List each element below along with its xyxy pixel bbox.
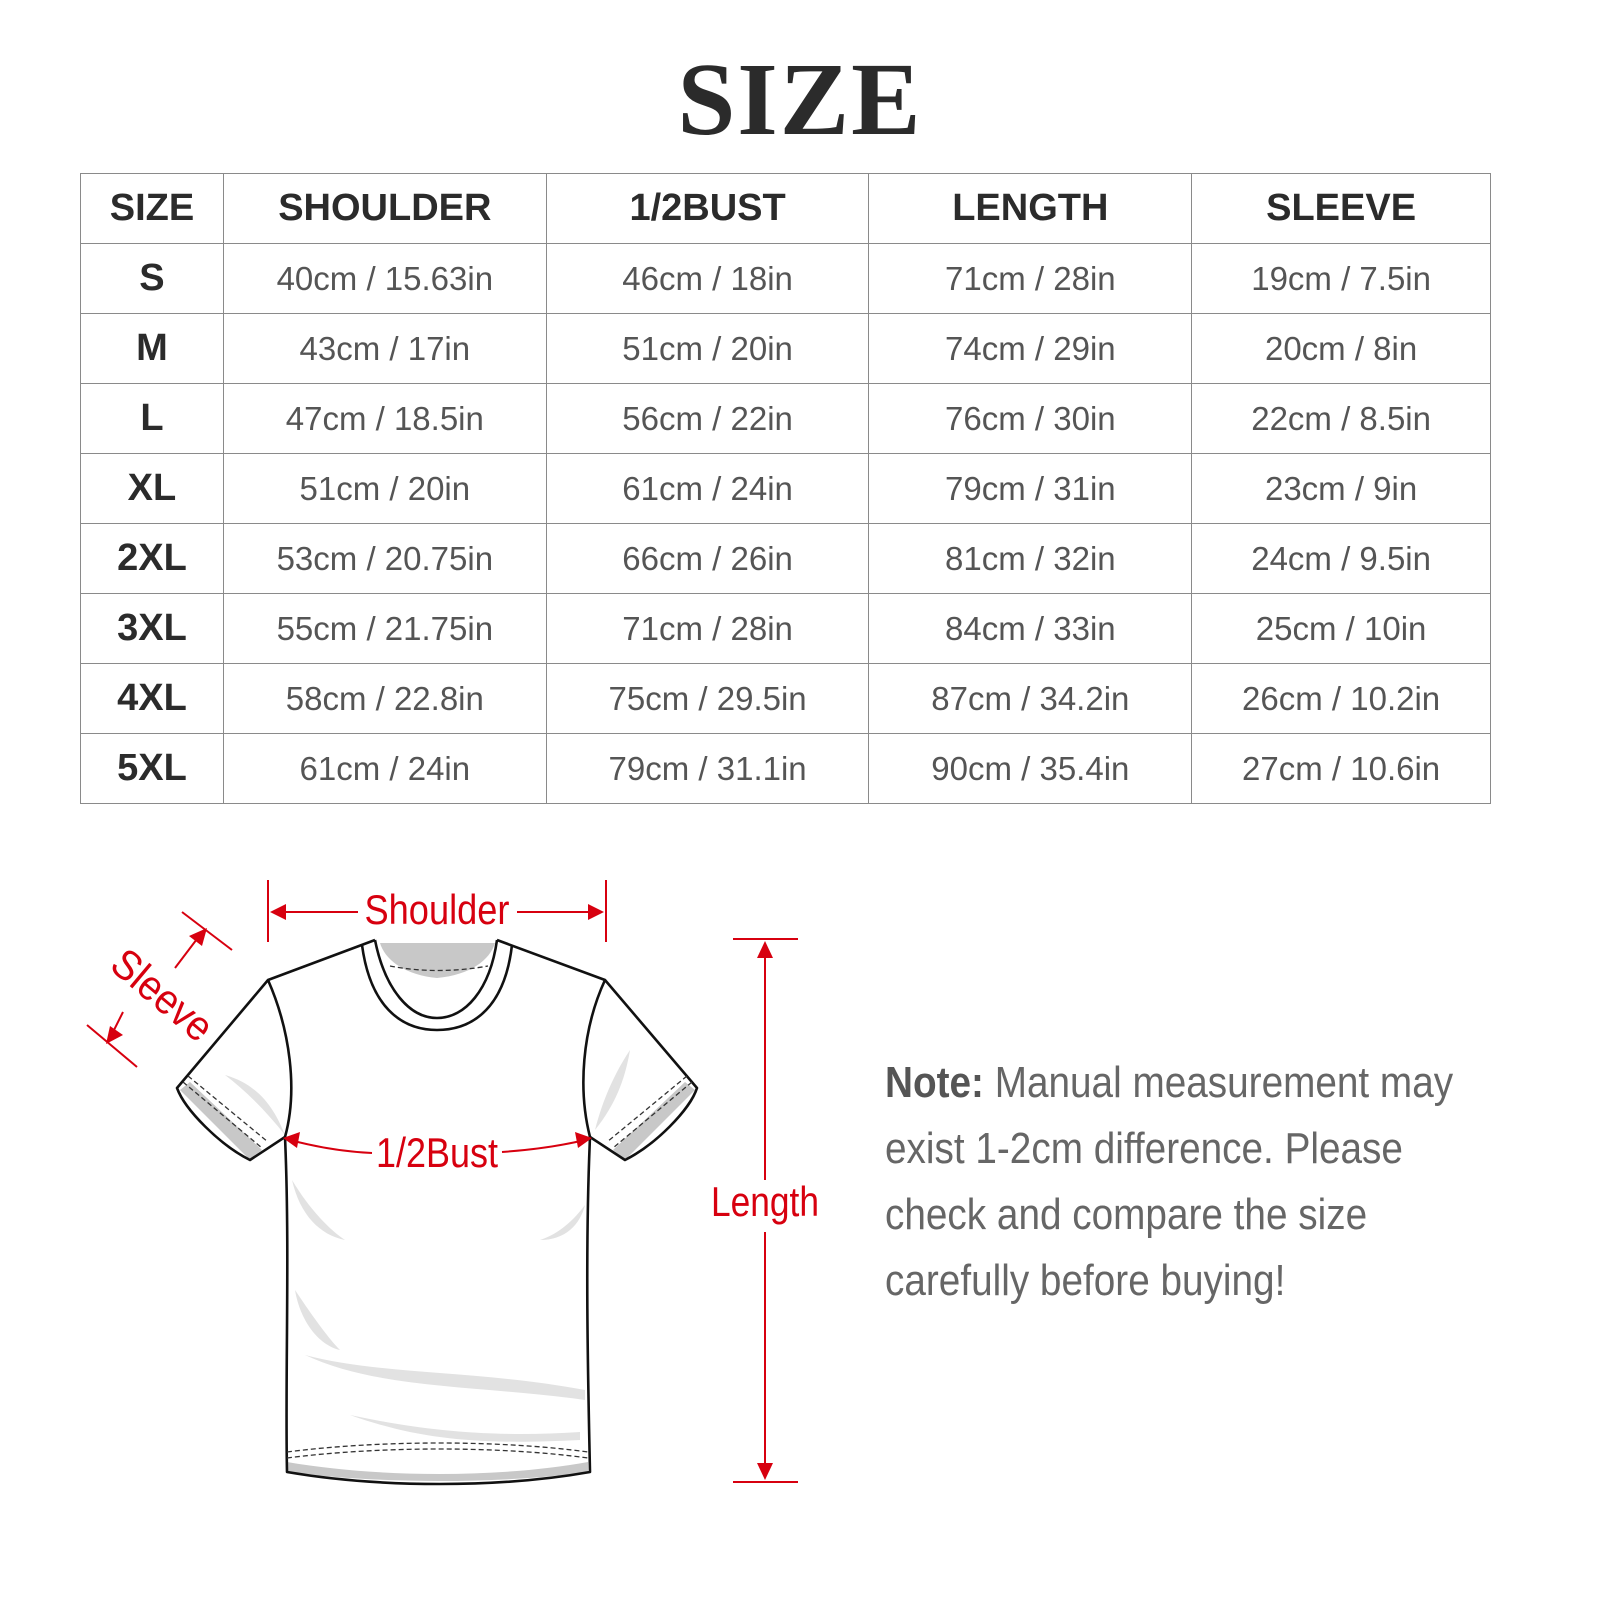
table-row: 3XL 55cm / 21.75in 71cm / 28in 84cm / 33in 2…	[80, 593, 1491, 664]
table-row: XL 51cm / 20in 61cm / 24in 79cm / 31in 23cm …	[80, 453, 1491, 524]
table-header-row: SIZE SHOULDER 1/2BUST LENGTH SLEEVE	[80, 173, 1491, 244]
measurement-cell: 56cm / 22in	[545, 383, 870, 454]
measurement-cell: 43cm / 17in	[222, 313, 547, 384]
measurement-cell: 20cm / 8in	[1191, 313, 1491, 384]
measurement-cell: 58cm / 22.8in	[222, 663, 547, 734]
note-body: Manual measurement may exist 1-2cm diffe…	[885, 1058, 1454, 1305]
size-cell: 3XL	[80, 593, 224, 664]
measurement-cell: 23cm / 9in	[1191, 453, 1491, 524]
measurement-cell: 81cm / 32in	[868, 523, 1193, 594]
size-table: SIZE SHOULDER 1/2BUST LENGTH SLEEVE S 40cm / …	[80, 173, 1491, 804]
column-header-size: SIZE	[80, 173, 224, 244]
measurement-cell: 22cm / 8.5in	[1191, 383, 1491, 454]
measurement-cell: 74cm / 29in	[868, 313, 1193, 384]
column-header-length: LENGTH	[868, 173, 1193, 244]
measurement-cell: 55cm / 21.75in	[222, 593, 547, 664]
measurement-cell: 53cm / 20.75in	[222, 523, 547, 594]
measurement-cell: 71cm / 28in	[868, 243, 1193, 314]
size-cell: XL	[80, 453, 224, 524]
length-label: Length	[711, 1178, 819, 1225]
measurement-cell: 25cm / 10in	[1191, 593, 1491, 664]
measurement-cell: 40cm / 15.63in	[222, 243, 547, 314]
measurement-cell: 76cm / 30in	[868, 383, 1193, 454]
note-text: Note: Manual measurement may exist 1-2cm…	[885, 1050, 1501, 1314]
measurement-cell: 27cm / 10.6in	[1191, 733, 1491, 804]
shoulder-label: Shoulder	[365, 886, 510, 933]
measurement-cell: 51cm / 20in	[222, 453, 547, 524]
measurement-cell: 46cm / 18in	[545, 243, 870, 314]
column-header-1-2bust: 1/2BUST	[545, 173, 870, 244]
measurement-cell: 61cm / 24in	[545, 453, 870, 524]
size-cell: S	[80, 243, 224, 314]
table-row: S 40cm / 15.63in 46cm / 18in 71cm / 28in 19c…	[80, 243, 1491, 314]
measurement-cell: 90cm / 35.4in	[868, 733, 1193, 804]
table-row: 5XL 61cm / 24in 79cm / 31.1in 90cm / 35.4in…	[80, 733, 1491, 804]
size-cell: L	[80, 383, 224, 454]
table-row: L 47cm / 18.5in 56cm / 22in 76cm / 30in 22cm…	[80, 383, 1491, 454]
measurement-cell: 24cm / 9.5in	[1191, 523, 1491, 594]
column-header-sleeve: SLEEVE	[1191, 173, 1491, 244]
size-cell: 4XL	[80, 663, 224, 734]
page-title: SIZE	[677, 42, 923, 157]
measurement-cell: 51cm / 20in	[545, 313, 870, 384]
measurement-cell: 26cm / 10.2in	[1191, 663, 1491, 734]
table-row: 2XL 53cm / 20.75in 66cm / 26in 81cm / 32in 2…	[80, 523, 1491, 594]
table-row: M 43cm / 17in 51cm / 20in 74cm / 29in 20cm /…	[80, 313, 1491, 384]
size-cell: M	[80, 313, 224, 384]
table-row: 4XL 58cm / 22.8in 75cm / 29.5in 87cm / 34.2…	[80, 663, 1491, 734]
measurement-cell: 66cm / 26in	[545, 523, 870, 594]
measurement-cell: 61cm / 24in	[222, 733, 547, 804]
measurement-cell: 47cm / 18.5in	[222, 383, 547, 454]
note-label: Note:	[885, 1058, 984, 1107]
measurement-cell: 71cm / 28in	[545, 593, 870, 664]
bust-label: 1/2Bust	[376, 1129, 498, 1176]
measurement-cell: 75cm / 29.5in	[545, 663, 870, 734]
measurement-cell: 19cm / 7.5in	[1191, 243, 1491, 314]
measurement-cell: 84cm / 33in	[868, 593, 1193, 664]
size-cell: 5XL	[80, 733, 224, 804]
tshirt-illustration	[175, 938, 699, 1486]
measurement-cell: 79cm / 31.1in	[545, 733, 870, 804]
measurement-annotations	[86, 880, 798, 1483]
